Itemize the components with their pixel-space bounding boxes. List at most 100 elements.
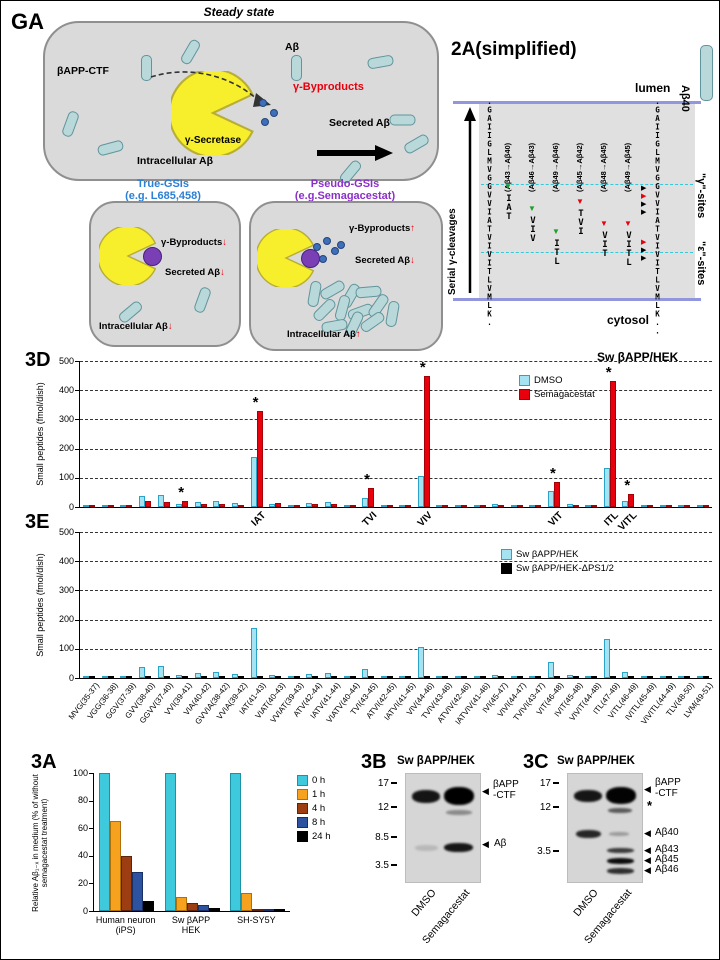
legend-label: 1 h	[312, 789, 326, 800]
band-smear	[446, 810, 472, 815]
chart-title-3d: Sw βAPP/HEK	[597, 350, 679, 364]
band-abeta40-dmso	[576, 830, 601, 838]
bar-3D-series0	[83, 505, 90, 507]
y-tick-label: 500	[58, 355, 74, 366]
bar-3D-series1	[238, 504, 244, 507]
significance-asterisk: *	[364, 471, 370, 489]
band-bapp-ctf-dmso	[574, 790, 602, 802]
bar-3E-series1	[256, 676, 263, 678]
panel-label-3c: 3C	[523, 751, 549, 773]
bar-3E-series1	[423, 676, 430, 678]
bar-3E-series0	[436, 675, 443, 678]
gamma-site-arrowhead-icon: ▶	[641, 185, 647, 192]
abeta40-capsule	[700, 45, 713, 101]
y-tick-mark	[75, 390, 80, 392]
true-gsi-title: True-GSIs (e.g. L685,458)	[71, 178, 255, 202]
bar-3E-series1	[293, 676, 300, 678]
bar-3E-series0	[213, 672, 220, 678]
cleavage-column-header: (Aβ46→Aβ43)	[527, 142, 536, 192]
y-tick-label: 200	[58, 443, 74, 454]
bar-3D-series1	[609, 381, 616, 507]
cleavage-arrowhead-icon: ▼	[600, 219, 608, 228]
bar-3E-series1	[368, 676, 375, 678]
y-tick-mark	[89, 773, 94, 774]
gamma-site-arrowhead-icon: ▶	[641, 193, 647, 200]
bar-3E-series1	[145, 676, 152, 678]
significance-asterisk: *	[605, 364, 612, 382]
bar-3E-series0	[232, 673, 238, 678]
y-tick-label: 200	[58, 614, 74, 625]
panel-label-3e: 3E	[25, 511, 50, 533]
down-arrow-icon: ↓	[167, 321, 173, 332]
bar-3D-series0	[566, 504, 573, 507]
band-abeta-dmso	[415, 845, 438, 851]
band-abeta40-semagacestat	[609, 832, 629, 836]
bar-3E-series1	[163, 676, 170, 678]
byproduct-dot	[319, 255, 327, 263]
bar-3E-series1	[684, 676, 691, 678]
bar-3E-series0	[585, 676, 592, 678]
bar-3D-series1	[554, 482, 560, 507]
mw-marker: 12	[363, 802, 397, 813]
bar-3D-series0	[194, 501, 201, 507]
legend-swatch	[501, 549, 512, 560]
pseudo-gsi-title: Pseudo-GSIs (e.g.Semagacestat)	[247, 178, 443, 202]
cleavage-arrowhead-icon: ▼	[528, 204, 536, 213]
bar-3D-series0	[417, 476, 424, 507]
abeta-capsule	[389, 114, 416, 126]
y-tick-mark	[75, 448, 80, 450]
secreted-abeta-label: Secreted Aβ↓	[355, 255, 415, 266]
intracellular-abeta-label: Intracellular Aβ↓	[99, 321, 173, 332]
grid-line	[80, 561, 712, 563]
pseudo-gsi-title-line2: (e.g.Semagacestat)	[294, 189, 396, 202]
bar-3D-series0	[603, 467, 610, 507]
bar-3D-series0	[362, 498, 369, 507]
bar-3E-series1	[107, 676, 114, 678]
bar-3D-series0	[101, 505, 108, 507]
plot-area-3d: 0 100 200 300 400 500 * * * * * * *	[59, 356, 712, 512]
legend-swatch	[519, 389, 530, 400]
abeta-capsule	[96, 139, 125, 157]
epsilon-site-arrowhead-icon: ▶	[641, 239, 647, 246]
bar-3D-series0	[343, 505, 350, 507]
mw-marker: 8.5	[363, 832, 397, 843]
bar-3A-series0	[229, 773, 241, 911]
y-tick-label: 300	[58, 413, 74, 424]
legend-3d: DMSO Semagacestat	[519, 375, 595, 403]
peptide-callout: VIV	[415, 510, 436, 530]
grid-line	[80, 532, 712, 533]
up-arrow-icon: ↑	[410, 223, 415, 234]
bar-3A-series2	[251, 909, 263, 911]
cleavage-column-header: (Aβ49→Aβ45)	[623, 142, 632, 192]
bar-3D-series0	[306, 502, 313, 507]
bar-3A-series0	[99, 773, 111, 911]
y-tick-mark	[89, 800, 94, 802]
bar-3E-series1	[591, 676, 598, 678]
bapp-ctf-band-label: βAPP -CTF	[655, 777, 681, 799]
bar-3E-series0	[287, 675, 294, 678]
gamma-secretase-shape	[171, 71, 254, 155]
abeta-label: Aβ	[285, 41, 299, 53]
bar-3D-series0	[232, 502, 238, 507]
steady-state-title: Steady state	[203, 5, 275, 19]
y-tick-label: 100	[58, 472, 74, 483]
legend-item: 4 h	[297, 803, 331, 814]
grid-line	[80, 361, 712, 362]
bar-3E-series0	[343, 676, 350, 678]
y-tick-mark	[75, 507, 80, 508]
epsilon-site-arrowhead-icon: ▶	[641, 255, 647, 262]
y-tick-mark	[89, 855, 94, 857]
peptide-callout: VIT	[546, 510, 566, 529]
bar-3E-series1	[628, 676, 635, 678]
byproduct-dot	[261, 118, 269, 126]
legend-label: Sw βAPP/HEK	[516, 549, 579, 560]
bar-3D-series1	[219, 503, 226, 507]
bar-3E-series1	[275, 676, 282, 678]
peptide-callout: IAT	[249, 510, 268, 529]
y-tick-mark	[75, 419, 80, 421]
bar-3E-series1	[219, 676, 226, 678]
abeta-capsule	[179, 37, 202, 67]
bar-3E-series0	[157, 665, 164, 678]
bar-3E-series0	[548, 661, 554, 678]
bar-3D-series1	[572, 504, 579, 507]
